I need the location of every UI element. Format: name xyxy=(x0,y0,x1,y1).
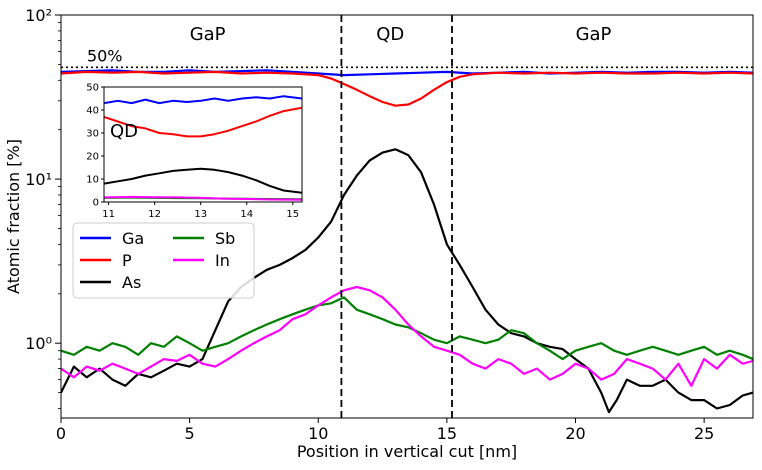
legend-label-sb: Sb xyxy=(215,229,235,248)
inset-region-label: QD xyxy=(110,121,138,142)
legend-label-in: In xyxy=(215,251,230,270)
inset-background xyxy=(104,87,302,202)
series-line-sb xyxy=(61,296,753,361)
legend-label-ga: Ga xyxy=(122,229,144,248)
inset-plot: 11 12 13 14 15 0 10 20 30 40 50 QD xyxy=(86,83,303,220)
main-plot-lines xyxy=(61,15,753,418)
region-label-2: GaP xyxy=(576,24,612,45)
inset-y-tick-label: 30 xyxy=(86,129,99,140)
y-axis-label: Atomic fraction [%] xyxy=(4,139,23,294)
inset-border xyxy=(103,86,303,203)
legend: Ga P As Sb In xyxy=(72,222,255,299)
legend-label-p: P xyxy=(122,251,132,270)
inset-series-line-as xyxy=(104,167,302,194)
inset-x-tick-label: 12 xyxy=(148,209,161,220)
inset-series-line-ga xyxy=(104,95,302,105)
inset-x-tick-label: 11 xyxy=(102,209,115,220)
inset-x-tick-label: 14 xyxy=(240,209,253,220)
x-tick-label: 15 xyxy=(437,424,457,443)
x-tick-label: 5 xyxy=(185,424,195,443)
series-line-as xyxy=(61,148,753,414)
inset-y-tick-label: 40 xyxy=(86,106,99,117)
x-tick-label: 10 xyxy=(308,424,328,443)
x-tick-label: 20 xyxy=(565,424,585,443)
x-tick-label: 0 xyxy=(56,424,66,443)
inset-x-tick-label: 13 xyxy=(194,209,207,220)
region-label-0: GaP xyxy=(190,24,226,45)
inset-series-line-p xyxy=(104,106,302,138)
region-label-1: QD xyxy=(376,24,404,45)
legend-label-as: As xyxy=(122,273,141,292)
series-line-in xyxy=(61,285,753,387)
inset-y-tick-label: 0 xyxy=(93,198,99,209)
inset-lines xyxy=(104,95,302,201)
inset-y-tick-label: 20 xyxy=(86,152,99,163)
inset-y-tick-label: 50 xyxy=(86,83,99,94)
y-tick-label: 10⁰ xyxy=(25,334,52,353)
x-tick-label: 25 xyxy=(694,424,714,443)
main-plot-frame xyxy=(60,14,754,419)
inset-x-tick-label: 15 xyxy=(286,209,299,220)
y-tick-label: 10¹ xyxy=(25,170,52,189)
reference-line-label: 50% xyxy=(87,46,123,65)
series-line-ga xyxy=(61,69,753,77)
main-plot-border xyxy=(60,14,754,419)
main-axis-ticks: 0 5 10 15 20 25 10⁰ 10¹ 10² xyxy=(25,6,714,443)
inset-y-tick-label: 10 xyxy=(86,175,99,186)
inset-series-line-in xyxy=(104,195,302,201)
y-tick-label: 10² xyxy=(25,6,52,25)
legend-box xyxy=(72,222,255,299)
series-line-p xyxy=(61,70,753,107)
x-axis-label: Position in vertical cut [nm] xyxy=(297,442,517,461)
